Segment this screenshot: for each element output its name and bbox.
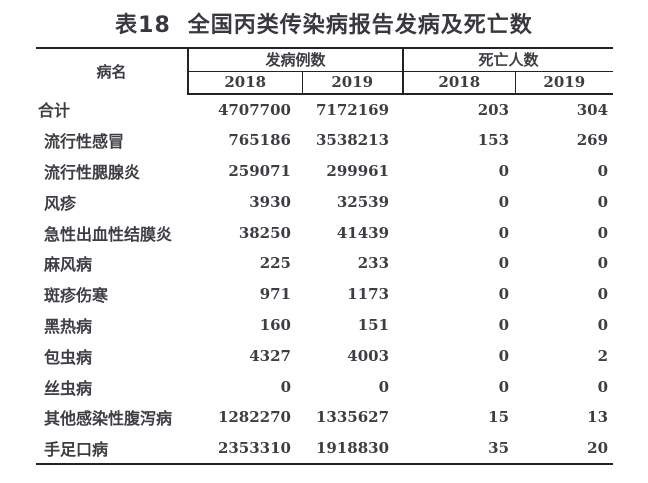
disease-name: 丝虫病 (44, 378, 93, 398)
cases-2018-value: 38250 (238, 223, 291, 242)
table-row: 流行性腮腺炎 259071 299961 0 0 (36, 156, 613, 187)
deaths-2019-value: 0 (597, 254, 609, 273)
cases-2019-value: 0 (378, 377, 390, 396)
table-row: 其他感染性腹泻病 1282270 1335627 15 13 (36, 402, 613, 433)
table-body: 合计 4707700 7172169 203 304 流行性感冒 765186 … (36, 94, 613, 464)
deaths-2018-value: 0 (498, 254, 510, 273)
disease-name: 斑疹伤寒 (44, 286, 109, 306)
deaths-2019-value: 2 (597, 346, 609, 365)
cases-2019-value: 1335627 (315, 408, 390, 427)
deaths-2018-value: 15 (488, 408, 510, 427)
header-year-row: 2018 2019 2018 2019 (36, 71, 614, 95)
disease-name: 流行性腮腺炎 (44, 162, 141, 182)
disease-name: 风疹 (44, 193, 77, 213)
deaths-2018-value: 0 (498, 285, 510, 304)
cases-2018-value: 225 (259, 254, 291, 273)
table-row: 包虫病 4327 4003 0 2 (36, 340, 613, 371)
disease-name: 手足口病 (44, 439, 109, 459)
table-row: 流行性感冒 765186 3538213 153 269 (36, 125, 613, 156)
cases-2019-value: 151 (357, 315, 390, 334)
cases-2018-value: 0 (280, 377, 291, 396)
cases-2018-value: 2353310 (217, 438, 291, 457)
table-row: 手足口病 2353310 1918830 35 20 (36, 433, 613, 464)
col-group-cases: 发病例数 (188, 48, 405, 72)
cases-2018-value: 259071 (228, 161, 291, 180)
cases-2018-value: 4327 (249, 346, 291, 365)
table-title: 表18 全国丙类传染病报告发病及死亡数 (0, 7, 648, 39)
cases-2018-value: 4707700 (217, 100, 291, 119)
deaths-2019-value: 0 (597, 377, 609, 396)
cases-2019-value: 41439 (336, 223, 390, 242)
disease-name: 流行性感冒 (44, 132, 125, 152)
table-number: 表18 (115, 13, 171, 38)
deaths-2018-value: 0 (498, 315, 510, 334)
header-group-row: 病名 发病例数 死亡人数 (36, 48, 614, 94)
col-group-deaths: 死亡人数 (403, 48, 614, 72)
col-header-deaths-2019: 2019 (515, 71, 614, 95)
disease-name: 黑热病 (44, 316, 93, 336)
cases-2018-value: 160 (259, 315, 291, 334)
deaths-2019-value: 0 (597, 192, 609, 211)
col-header-disease: 病名 (36, 48, 189, 94)
table-row: 风疹 3930 32539 0 0 (36, 186, 613, 217)
cases-2019-value: 233 (357, 254, 390, 273)
disease-name: 包虫病 (44, 347, 93, 367)
table-row: 急性出血性结膜炎 38250 41439 0 0 (36, 217, 613, 248)
deaths-2018-value: 0 (498, 377, 510, 396)
disease-name: 急性出血性结膜炎 (44, 224, 173, 244)
cases-2018-value: 3930 (249, 192, 291, 211)
deaths-2018-value: 35 (488, 438, 510, 457)
disease-name: 合计 (38, 101, 71, 121)
table-caption: 全国丙类传染病报告发病及死亡数 (187, 13, 533, 38)
col-header-cases-2019: 2019 (302, 71, 405, 95)
cases-2019-value: 1173 (347, 285, 390, 304)
deaths-2018-value: 203 (477, 100, 510, 119)
deaths-2019-value: 0 (597, 315, 609, 334)
table-row: 黑热病 160 151 0 0 (36, 310, 613, 341)
deaths-2018-value: 0 (498, 346, 510, 365)
cases-2019-value: 3538213 (315, 131, 390, 150)
deaths-2019-value: 0 (597, 285, 609, 304)
cases-2019-value: 1918830 (315, 438, 390, 457)
disease-name: 麻风病 (44, 255, 93, 275)
deaths-2019-value: 269 (576, 131, 609, 150)
cases-2018-value: 1282270 (217, 408, 291, 427)
deaths-2019-value: 0 (597, 223, 609, 242)
deaths-2019-value: 20 (587, 438, 609, 457)
cases-2019-value: 299961 (326, 161, 390, 180)
table-row-total: 合计 4707700 7172169 203 304 (36, 94, 613, 125)
deaths-2018-value: 0 (498, 192, 510, 211)
deaths-2019-value: 0 (597, 161, 609, 180)
cases-2018-value: 765186 (228, 131, 291, 150)
deaths-2018-value: 153 (477, 131, 510, 150)
deaths-2018-value: 0 (498, 223, 510, 242)
cases-2019-value: 32539 (336, 192, 390, 211)
table-row: 丝虫病 0 0 0 0 (36, 371, 613, 402)
col-header-deaths-2018: 2018 (403, 71, 516, 95)
table-row: 麻风病 225 233 0 0 (36, 248, 613, 279)
deaths-2018-value: 0 (498, 161, 510, 180)
col-header-cases-2018: 2018 (188, 71, 303, 95)
deaths-2019-value: 304 (576, 100, 609, 119)
cases-2019-value: 7172169 (315, 100, 390, 119)
table-header: 病名 发病例数 死亡人数 2018 2019 2018 2019 (36, 48, 614, 95)
cases-2019-value: 4003 (347, 346, 390, 365)
disease-name: 其他感染性腹泻病 (44, 409, 173, 429)
deaths-2019-value: 13 (587, 408, 609, 427)
cases-2018-value: 971 (259, 285, 291, 304)
table-row: 斑疹伤寒 971 1173 0 0 (36, 279, 613, 310)
disease-stats-table: 病名 发病例数 死亡人数 2018 2019 2018 2019 合计 4707… (36, 47, 614, 465)
